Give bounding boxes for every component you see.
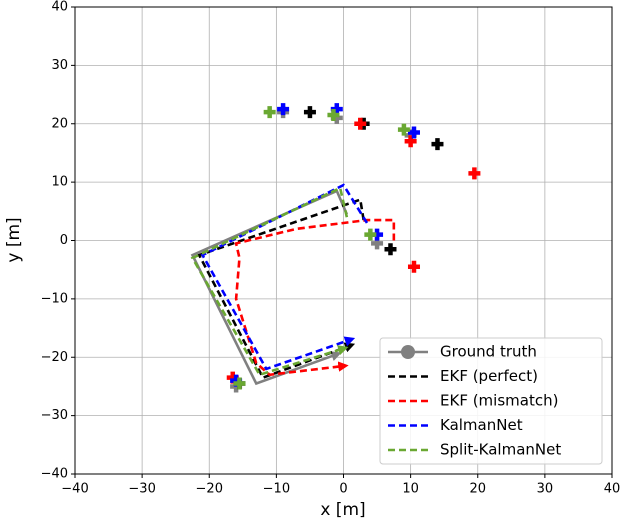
landmark	[303, 106, 316, 119]
y-tick-label: −20	[41, 350, 68, 365]
landmark	[404, 135, 417, 148]
y-tick-label: 30	[51, 58, 68, 73]
x-tick-label: −40	[61, 482, 88, 497]
landmark	[364, 228, 377, 241]
legend-label: EKF (mismatch)	[440, 392, 558, 410]
landmark	[407, 126, 420, 139]
landmark	[327, 108, 340, 121]
y-tick-label: −10	[41, 291, 68, 306]
plot-frame	[74, 6, 613, 475]
x-tick-label: −20	[196, 482, 223, 497]
trajectory	[200, 183, 369, 371]
legend-label: KalmanNet	[440, 416, 523, 434]
y-tick-label: 10	[51, 175, 68, 190]
legend-label: Split-KalmanNet	[440, 441, 561, 459]
landmark	[263, 106, 276, 119]
y-axis-label: y [m]	[4, 217, 24, 262]
trajectory	[234, 218, 396, 377]
x-axis-label: x [m]	[320, 500, 365, 520]
x-tick-label: −30	[128, 482, 155, 497]
trajectory	[190, 189, 349, 386]
x-tick-label: 0	[339, 482, 347, 497]
y-tick-label: 20	[51, 116, 68, 131]
y-tick-label: −30	[41, 408, 68, 423]
landmark	[431, 138, 444, 151]
landmark	[354, 117, 367, 130]
trajectory	[190, 186, 349, 377]
landmark	[233, 377, 246, 390]
legend-marker	[401, 345, 415, 359]
trajectory	[197, 197, 365, 380]
landmark	[468, 167, 481, 180]
legend-label: EKF (perfect)	[440, 367, 538, 385]
y-tick-label: −40	[41, 467, 68, 482]
x-tick-label: 10	[402, 482, 419, 497]
landmark	[384, 243, 397, 256]
x-tick-label: 30	[537, 482, 554, 497]
legend-label: Ground truth	[440, 343, 537, 361]
x-tick-label: 20	[469, 482, 486, 497]
x-tick-label: 40	[604, 482, 621, 497]
landmark	[277, 103, 290, 116]
y-tick-label: 40	[51, 0, 68, 15]
y-tick-label: 0	[60, 233, 68, 248]
landmark	[397, 123, 410, 136]
x-tick-label: −10	[263, 482, 290, 497]
legend-box	[379, 337, 603, 465]
landmark	[407, 260, 420, 273]
